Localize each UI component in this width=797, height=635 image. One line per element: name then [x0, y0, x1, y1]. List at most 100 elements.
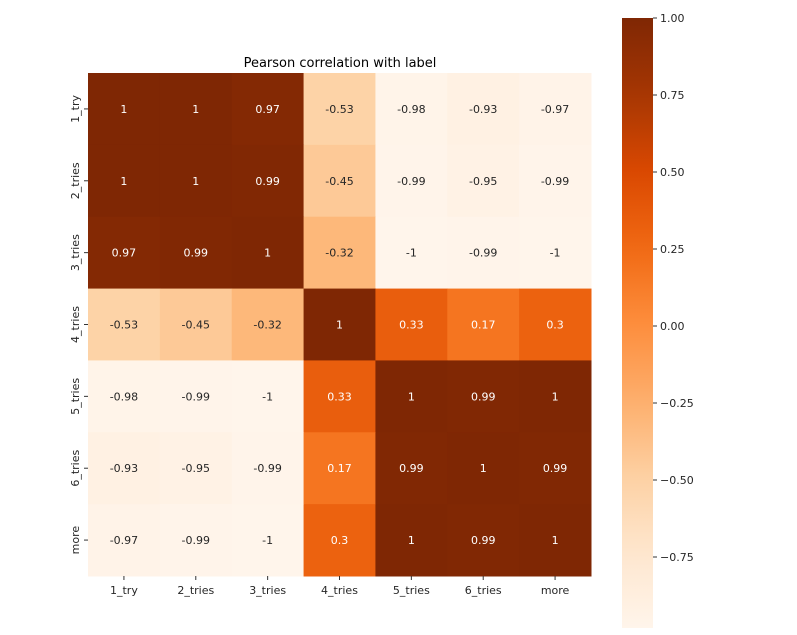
cell-value-label: -0.45: [182, 319, 210, 332]
cell-value-label: 0.97: [255, 103, 280, 116]
heatmap-cell: [375, 216, 448, 290]
heatmap-cell: [303, 73, 376, 146]
heatmap-cell: [519, 144, 592, 218]
x-tick-label: 2_tries: [177, 584, 214, 597]
cell-value-label: -1: [406, 247, 417, 260]
heatmap-cell: [88, 288, 161, 361]
heatmap-cell: [303, 288, 376, 361]
heatmap-cell: [303, 504, 376, 577]
y-tick-label: 1_try: [69, 95, 82, 123]
heatmap-cell: [88, 360, 161, 433]
y-tick-label: 2_tries: [69, 162, 82, 199]
cell-value-label: 1: [552, 534, 559, 547]
colorbar-tick-label: −0.25: [660, 397, 694, 410]
cell-value-label: 1: [552, 390, 559, 403]
heatmap-cell: [159, 73, 233, 146]
heatmap-cell: [375, 360, 448, 433]
heatmap-cell: [375, 288, 448, 361]
heatmap-cell: [159, 360, 233, 433]
heatmap-cell: [231, 504, 305, 577]
cell-value-label: -1: [550, 247, 561, 260]
x-tick-labels: 1_try 2_tries 3_tries 4_tries 5_tries 6_tries…: [110, 576, 570, 597]
cell-value-label: 1: [120, 103, 127, 116]
heatmap-cell: [375, 432, 448, 505]
cell-value-label: 0.97: [112, 247, 137, 260]
cell-value-label: 0.99: [543, 462, 568, 475]
cell-value-label: -0.99: [397, 175, 425, 188]
x-tick-label: 1_try: [110, 584, 138, 597]
x-tick-label: 6_tries: [465, 584, 502, 597]
cell-value-label: 0.3: [331, 534, 349, 547]
cell-value-label: -0.53: [325, 103, 353, 116]
heatmap-cell: [519, 216, 592, 290]
x-tick-label: more: [541, 584, 570, 597]
cell-value-label: -0.99: [182, 390, 210, 403]
colorbar-tick-label: 0.00: [660, 320, 685, 333]
chart-title: Pearson correlation with label: [244, 56, 437, 71]
heatmap-cell: [375, 504, 448, 577]
cell-value-label: -0.97: [541, 103, 569, 116]
heatmap-cell: [447, 504, 520, 577]
heatmap-cell: [231, 360, 305, 433]
cell-value-label: -1: [262, 390, 273, 403]
heatmap-cell: [303, 360, 376, 433]
cell-value-label: 1: [192, 175, 199, 188]
cell-value-label: -0.99: [541, 175, 569, 188]
cell-value-label: -0.32: [253, 319, 281, 332]
heatmap-cell: [447, 288, 520, 361]
heatmap-cell: [447, 216, 520, 290]
heatmap-cell: [519, 288, 592, 361]
heatmap-cell: [88, 216, 161, 290]
heatmap-cell: [88, 144, 161, 218]
cell-value-label: -0.95: [469, 175, 497, 188]
cell-value-label: -0.32: [325, 247, 353, 260]
x-tick-label: 3_tries: [249, 584, 286, 597]
colorbar-tick-label: 0.50: [660, 166, 685, 179]
heatmap-cell: [303, 144, 376, 218]
heatmap-cell: [231, 216, 305, 290]
cell-value-label: 0.99: [255, 175, 280, 188]
colorbar-tick-label: 1.00: [660, 12, 685, 25]
heatmap-cell: [303, 216, 376, 290]
y-tick-label: more: [69, 526, 82, 555]
heatmap-cell: [519, 432, 592, 505]
heatmap-cell: [159, 288, 233, 361]
heatmap-cell: [159, 216, 233, 290]
cell-value-label: 1: [480, 462, 487, 475]
colorbar: [622, 18, 653, 628]
cell-value-label: 1: [120, 175, 127, 188]
cell-value-label: -0.99: [469, 247, 497, 260]
cell-value-label: 1: [192, 103, 199, 116]
cell-value-label: -0.99: [182, 534, 210, 547]
x-tick-label: 5_tries: [393, 584, 430, 597]
heatmap-cell: [375, 144, 448, 218]
heatmap-cell: [447, 432, 520, 505]
cell-value-label: 1: [336, 319, 343, 332]
heatmap-cell: [88, 504, 161, 577]
cell-value-label: -0.93: [469, 103, 497, 116]
heatmap-cell: [519, 504, 592, 577]
cell-value-label: -0.97: [110, 534, 138, 547]
y-tick-label: 4_tries: [69, 306, 82, 343]
cell-value-label: -0.53: [110, 319, 138, 332]
cell-value-label: -0.93: [110, 462, 138, 475]
cell-value-label: 0.33: [399, 319, 424, 332]
heatmap-cell: [231, 288, 305, 361]
cell-value-label: 0.17: [327, 462, 352, 475]
heatmap-cell: [88, 432, 161, 505]
heatmap-cell: [88, 73, 161, 146]
cell-value-label: 0.33: [327, 390, 352, 403]
colorbar-tick-label: 0.25: [660, 243, 685, 256]
heatmap-cells: 1 1 0.97 -0.53 -0.98 -0.93 -0.97 1 1 0.99 -0.45 -0.…: [88, 73, 592, 577]
heatmap-cell: [303, 432, 376, 505]
colorbar-ticks: 1.00 0.75 0.50 0.25 0.00 −0.25 −0.50 −0.75: [653, 12, 694, 564]
cell-value-label: -0.45: [325, 175, 353, 188]
colorbar-tick-label: −0.50: [660, 474, 694, 487]
heatmap-cell: [231, 144, 305, 218]
cell-value-label: 1: [264, 247, 271, 260]
x-tick-label: 4_tries: [321, 584, 358, 597]
y-tick-label: 3_tries: [69, 234, 82, 271]
heatmap-cell: [519, 360, 592, 433]
cell-value-label: 0.99: [184, 247, 209, 260]
cell-value-label: 1: [408, 534, 415, 547]
